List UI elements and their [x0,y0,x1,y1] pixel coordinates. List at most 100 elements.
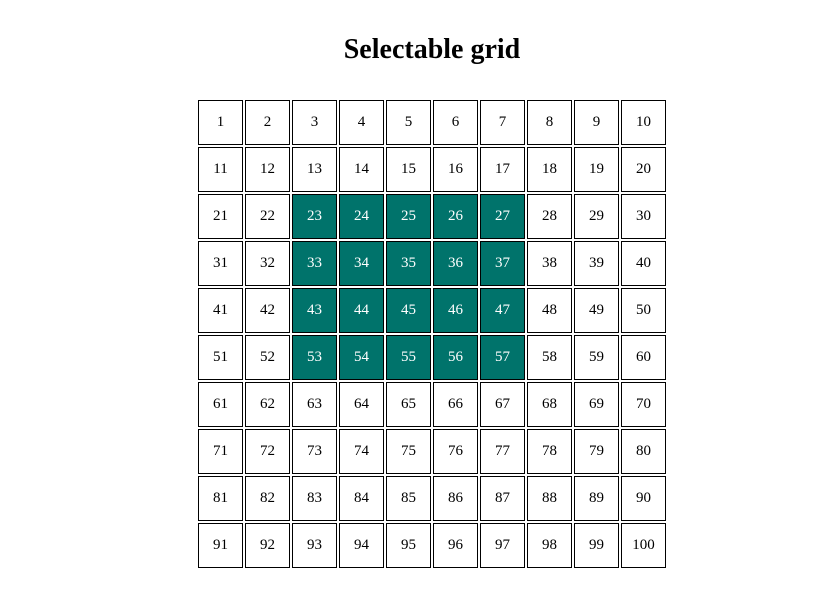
grid-cell[interactable]: 50 [621,288,666,333]
grid-cell[interactable]: 81 [198,476,243,521]
grid-cell[interactable]: 88 [527,476,572,521]
grid-cell[interactable]: 56 [433,335,478,380]
grid-cell[interactable]: 10 [621,100,666,145]
grid-cell[interactable]: 16 [433,147,478,192]
grid-cell[interactable]: 98 [527,523,572,568]
grid-cell[interactable]: 89 [574,476,619,521]
grid-cell[interactable]: 64 [339,382,384,427]
grid-cell[interactable]: 32 [245,241,290,286]
grid-cell[interactable]: 69 [574,382,619,427]
grid-cell[interactable]: 22 [245,194,290,239]
grid-cell[interactable]: 36 [433,241,478,286]
grid-cell[interactable]: 57 [480,335,525,380]
grid-cell[interactable]: 79 [574,429,619,474]
grid-cell[interactable]: 2 [245,100,290,145]
grid-cell[interactable]: 44 [339,288,384,333]
grid-cell[interactable]: 27 [480,194,525,239]
grid-cell[interactable]: 97 [480,523,525,568]
grid-cell[interactable]: 28 [527,194,572,239]
grid-cell[interactable]: 42 [245,288,290,333]
grid-cell[interactable]: 40 [621,241,666,286]
grid-cell[interactable]: 37 [480,241,525,286]
grid-cell[interactable]: 14 [339,147,384,192]
grid-cell[interactable]: 95 [386,523,431,568]
grid-cell[interactable]: 86 [433,476,478,521]
grid-cell[interactable]: 75 [386,429,431,474]
grid-cell[interactable]: 29 [574,194,619,239]
grid-cell[interactable]: 59 [574,335,619,380]
grid-cell[interactable]: 25 [386,194,431,239]
grid-cell[interactable]: 72 [245,429,290,474]
grid-cell[interactable]: 73 [292,429,337,474]
grid-cell[interactable]: 33 [292,241,337,286]
grid-cell[interactable]: 52 [245,335,290,380]
grid-cell[interactable]: 96 [433,523,478,568]
grid-cell[interactable]: 77 [480,429,525,474]
grid-cell[interactable]: 92 [245,523,290,568]
grid-cell[interactable]: 9 [574,100,619,145]
grid-cell[interactable]: 53 [292,335,337,380]
grid-cell[interactable]: 24 [339,194,384,239]
grid-cell[interactable]: 35 [386,241,431,286]
grid-cell[interactable]: 31 [198,241,243,286]
grid-cell[interactable]: 90 [621,476,666,521]
grid-cell[interactable]: 17 [480,147,525,192]
grid-cell[interactable]: 99 [574,523,619,568]
grid-cell[interactable]: 47 [480,288,525,333]
grid-cell[interactable]: 38 [527,241,572,286]
grid-cell[interactable]: 76 [433,429,478,474]
grid-cell[interactable]: 100 [621,523,666,568]
grid-cell[interactable]: 45 [386,288,431,333]
grid-cell[interactable]: 67 [480,382,525,427]
grid-cell[interactable]: 30 [621,194,666,239]
grid-cell[interactable]: 15 [386,147,431,192]
grid-cell[interactable]: 39 [574,241,619,286]
grid-cell[interactable]: 70 [621,382,666,427]
grid-cell[interactable]: 66 [433,382,478,427]
grid-cell[interactable]: 68 [527,382,572,427]
grid-cell[interactable]: 5 [386,100,431,145]
grid-cell[interactable]: 87 [480,476,525,521]
grid-cell[interactable]: 71 [198,429,243,474]
grid-cell[interactable]: 12 [245,147,290,192]
grid-cell[interactable]: 20 [621,147,666,192]
grid-cell[interactable]: 41 [198,288,243,333]
grid-cell[interactable]: 21 [198,194,243,239]
grid-cell[interactable]: 84 [339,476,384,521]
grid-cell[interactable]: 4 [339,100,384,145]
grid-cell[interactable]: 85 [386,476,431,521]
grid-cell[interactable]: 94 [339,523,384,568]
grid-cell[interactable]: 34 [339,241,384,286]
grid-cell[interactable]: 93 [292,523,337,568]
grid-cell[interactable]: 80 [621,429,666,474]
grid-cell[interactable]: 63 [292,382,337,427]
grid-cell[interactable]: 11 [198,147,243,192]
grid-cell[interactable]: 18 [527,147,572,192]
grid-cell[interactable]: 78 [527,429,572,474]
grid-cell[interactable]: 60 [621,335,666,380]
grid-cell[interactable]: 51 [198,335,243,380]
grid-cell[interactable]: 8 [527,100,572,145]
grid-cell[interactable]: 23 [292,194,337,239]
grid-cell[interactable]: 82 [245,476,290,521]
grid-cell[interactable]: 3 [292,100,337,145]
grid-cell[interactable]: 26 [433,194,478,239]
grid-cell[interactable]: 7 [480,100,525,145]
grid-cell[interactable]: 58 [527,335,572,380]
grid-cell[interactable]: 46 [433,288,478,333]
grid-cell[interactable]: 65 [386,382,431,427]
grid-cell[interactable]: 83 [292,476,337,521]
grid-cell[interactable]: 74 [339,429,384,474]
grid-cell[interactable]: 61 [198,382,243,427]
grid-cell[interactable]: 19 [574,147,619,192]
grid-cell[interactable]: 48 [527,288,572,333]
grid-cell[interactable]: 49 [574,288,619,333]
grid-cell[interactable]: 43 [292,288,337,333]
grid-cell[interactable]: 54 [339,335,384,380]
grid-cell[interactable]: 13 [292,147,337,192]
grid-cell[interactable]: 1 [198,100,243,145]
grid-cell[interactable]: 62 [245,382,290,427]
grid-cell[interactable]: 55 [386,335,431,380]
grid-cell[interactable]: 6 [433,100,478,145]
grid-cell[interactable]: 91 [198,523,243,568]
